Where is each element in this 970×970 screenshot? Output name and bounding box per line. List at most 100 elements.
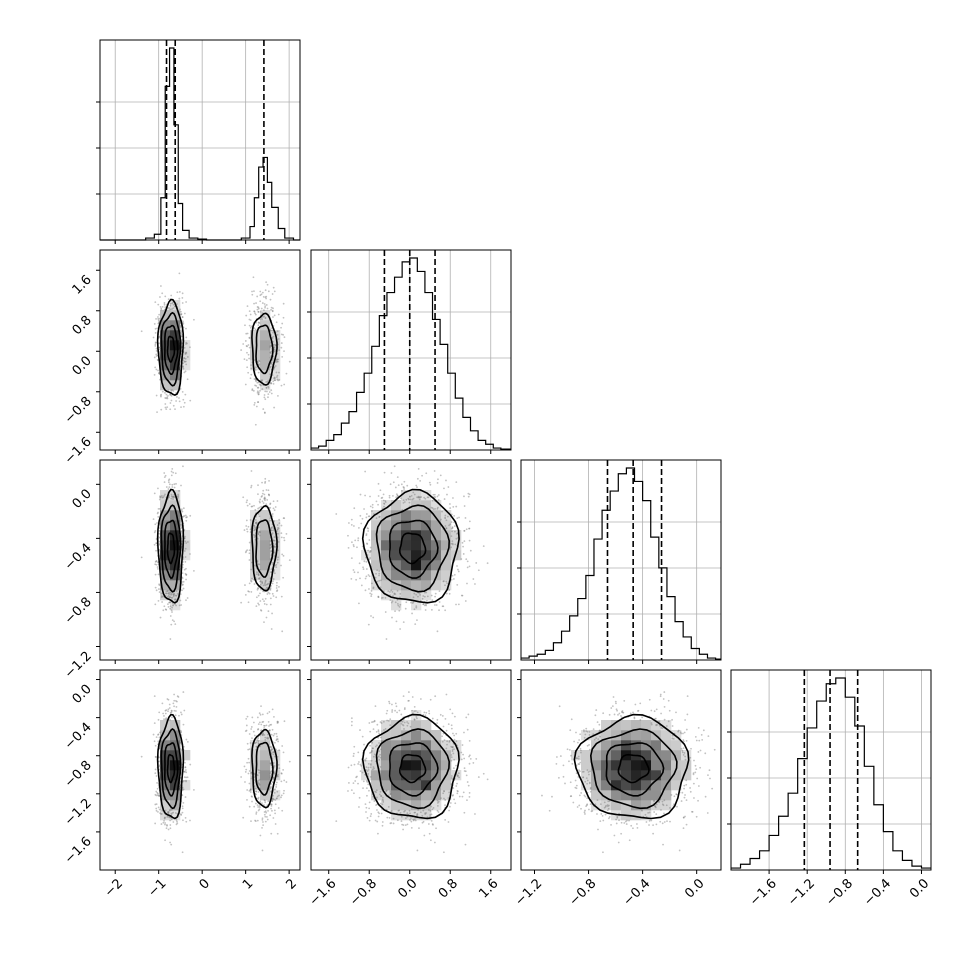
sample-point: [169, 393, 171, 396]
sample-point: [437, 811, 440, 813]
sample-point: [169, 308, 172, 311]
sample-point: [173, 693, 176, 696]
sample-point: [573, 740, 575, 743]
sample-point: [448, 592, 451, 595]
sample-point: [416, 619, 418, 622]
sample-point: [558, 705, 561, 708]
sample-point: [273, 798, 275, 801]
sample-point: [173, 483, 176, 486]
sample-point: [402, 499, 405, 502]
sample-point: [256, 295, 259, 298]
y-tick-label: −1.2: [62, 796, 95, 829]
sample-point: [451, 526, 454, 529]
sample-point: [266, 499, 269, 501]
sample-point: [155, 809, 158, 812]
sample-point: [381, 821, 384, 823]
sample-point: [271, 798, 274, 800]
sample-point: [169, 444, 171, 446]
sample-point: [365, 766, 368, 769]
sample-point: [270, 382, 273, 385]
sample-point: [431, 717, 434, 720]
sample-point: [415, 606, 418, 609]
sample-point: [170, 818, 173, 821]
sample-point: [185, 776, 188, 779]
sample-point: [156, 791, 159, 794]
sample-point: [158, 342, 161, 345]
sample-point: [455, 740, 458, 743]
sample-point: [259, 384, 262, 386]
panel-frame: [730, 669, 932, 871]
sample-point: [257, 321, 260, 324]
sample-point: [260, 317, 263, 319]
sample-point: [182, 583, 184, 586]
sample-point: [584, 733, 587, 736]
sample-point: [163, 494, 166, 497]
sample-point: [245, 519, 248, 522]
sample-point: [248, 324, 251, 327]
sample-point: [179, 788, 181, 791]
contour-line: [398, 532, 427, 565]
sample-point: [413, 718, 416, 721]
sample-point: [170, 813, 173, 816]
sample-point: [423, 711, 426, 714]
sample-point: [369, 592, 372, 595]
sample-point: [410, 827, 413, 829]
sample-point: [419, 479, 422, 482]
sample-point: [458, 516, 460, 519]
sample-point: [264, 497, 267, 500]
sample-point: [413, 705, 416, 708]
sample-point: [266, 818, 269, 821]
sample-point: [181, 572, 184, 575]
sample-point: [253, 805, 256, 808]
sample-point: [680, 800, 683, 802]
sample-point: [264, 296, 267, 299]
sample-point: [388, 700, 390, 703]
sample-point: [269, 787, 272, 790]
sample-point: [588, 748, 591, 751]
sample-point: [391, 711, 394, 713]
sample-point: [157, 794, 159, 797]
sample-point: [419, 496, 422, 499]
sample-point: [269, 345, 272, 348]
sample-point: [164, 391, 166, 394]
sample-point: [253, 734, 256, 737]
sample-point: [270, 803, 273, 806]
sample-point: [155, 756, 157, 758]
sample-point: [436, 722, 438, 725]
sample-point: [350, 717, 353, 720]
sample-point: [269, 519, 272, 522]
sample-point: [271, 532, 274, 535]
sample-point: [253, 290, 255, 293]
sample-point: [606, 805, 609, 808]
density-cell: [391, 750, 402, 761]
sample-point: [167, 812, 169, 814]
sample-point: [182, 587, 185, 590]
density-cell: [411, 590, 422, 601]
density-cell: [611, 760, 622, 771]
sample-point: [628, 839, 631, 842]
density-cell: [611, 800, 622, 811]
sample-point: [415, 605, 418, 608]
sample-point: [171, 611, 173, 613]
sample-point: [374, 819, 377, 822]
sample-point: [280, 772, 283, 775]
sample-point: [170, 394, 173, 397]
sample-point: [389, 791, 392, 794]
sample-point: [161, 601, 164, 603]
density-cell: [431, 530, 442, 541]
sample-point: [432, 508, 435, 511]
sample-point: [663, 691, 666, 693]
sample-point: [681, 749, 684, 752]
sample-point: [248, 805, 251, 808]
sample-point: [682, 816, 685, 819]
sample-point: [257, 572, 260, 575]
sample-point: [181, 811, 184, 814]
sample-point: [184, 370, 187, 373]
sample-point: [273, 715, 275, 718]
histogram-step-1: [311, 257, 511, 450]
sample-point: [277, 338, 280, 340]
sample-point: [401, 823, 404, 826]
sample-point: [452, 787, 455, 790]
sample-point: [173, 598, 176, 601]
sample-point: [393, 593, 396, 595]
